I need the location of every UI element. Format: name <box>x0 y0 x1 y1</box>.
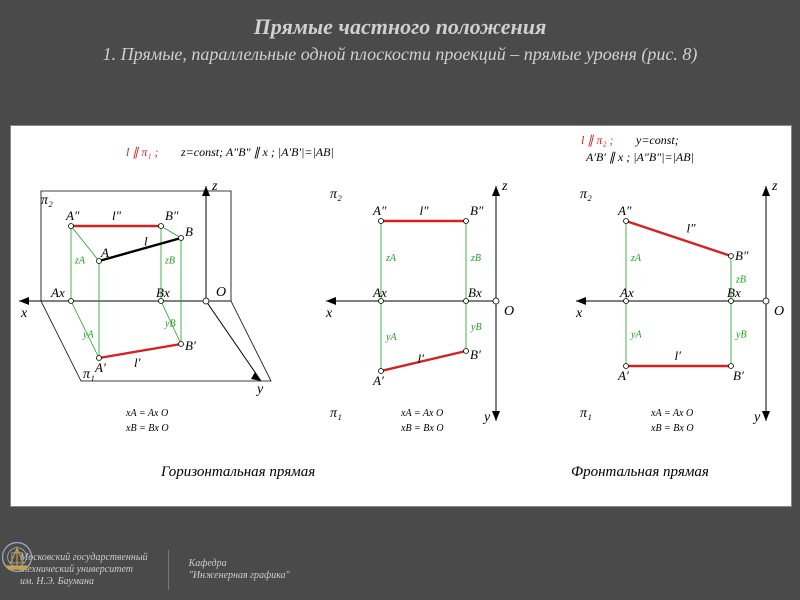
dept-line2: "Инженерная графика" <box>189 570 290 582</box>
svg-text:xB = Bx O: xB = Bx O <box>650 423 694 434</box>
svg-text:zA: zA <box>630 253 642 264</box>
title-sub: 1. Прямые, параллельные одной плоскости … <box>30 44 770 65</box>
svg-text:O: O <box>216 285 226 300</box>
footer-sep <box>168 550 169 590</box>
svg-text:x: x <box>20 306 28 321</box>
svg-text:Ax: Ax <box>50 285 65 300</box>
svg-text:A: A <box>100 245 109 260</box>
svg-text:l: l <box>144 234 148 249</box>
svg-text:y=const;: y=const; <box>635 133 679 147</box>
svg-text:l′: l′ <box>675 348 682 363</box>
footer-dept: Кафедра "Инженерная графика" <box>189 558 290 582</box>
svg-text:l ∥ π₂ ;: l ∥ π₂ ; <box>581 133 614 147</box>
svg-text:Bx: Bx <box>727 285 741 300</box>
svg-text:yB: yB <box>735 330 747 341</box>
svg-text:l″: l″ <box>112 208 122 223</box>
svg-text:x: x <box>575 306 583 321</box>
svg-text:yB: yB <box>164 319 176 330</box>
svg-text:Горизонтальная прямая: Горизонтальная прямая <box>160 464 315 480</box>
svg-text:z: z <box>211 179 218 194</box>
dept-line1: Кафедра <box>189 558 290 570</box>
svg-text:O: O <box>504 304 514 319</box>
svg-text:π₁: π₁ <box>580 406 592 421</box>
svg-text:xA = Ax O: xA = Ax O <box>400 408 443 419</box>
svg-text:Фронтальная прямая: Фронтальная прямая <box>571 464 709 480</box>
svg-text:zB: zB <box>470 253 481 264</box>
svg-text:A′: A′ <box>94 360 106 375</box>
svg-text:zA: zA <box>385 253 397 264</box>
svg-text:B″: B″ <box>470 203 484 218</box>
svg-text:xA = Ax O: xA = Ax O <box>650 408 693 419</box>
svg-text:A′: A′ <box>617 368 629 383</box>
svg-text:xA = Ax O: xA = Ax O <box>125 408 168 419</box>
svg-text:l″: l″ <box>420 203 430 218</box>
diagram-svg: l ∥ π₁ ; z=const; A″B″ ∥ x ; |A′B′|=|AB| l… <box>11 126 791 506</box>
svg-text:yA: yA <box>385 332 397 343</box>
svg-text:l′: l′ <box>418 351 425 366</box>
svg-text:xB = Bx O: xB = Bx O <box>400 423 444 434</box>
svg-text:B″: B″ <box>735 248 749 263</box>
svg-text:yA: yA <box>82 330 94 341</box>
diagram-panel: l ∥ π₁ ; z=const; A″B″ ∥ x ; |A′B′|=|AB| l… <box>10 125 792 507</box>
ship-icon <box>0 540 34 574</box>
svg-text:zB: zB <box>735 275 746 286</box>
svg-text:zB: zB <box>164 256 175 267</box>
svg-text:A″: A″ <box>65 208 80 223</box>
svg-text:B′: B′ <box>185 338 196 353</box>
footer-university: Московский государственный технический у… <box>20 552 148 588</box>
svg-text:π₂: π₂ <box>41 193 53 208</box>
svg-text:π₁: π₁ <box>330 406 342 421</box>
svg-text:Ax: Ax <box>619 285 634 300</box>
uni-line2: технический университет <box>20 564 148 576</box>
svg-text:z: z <box>501 179 508 194</box>
svg-text:yB: yB <box>470 322 482 333</box>
svg-text:Ax: Ax <box>372 285 387 300</box>
svg-text:l′: l′ <box>134 355 141 370</box>
svg-text:Bx: Bx <box>468 285 482 300</box>
svg-text:B′: B′ <box>470 347 481 362</box>
title-main: Прямые частного положения <box>30 14 770 40</box>
uni-line3: им. Н.Э. Баумана <box>20 576 148 588</box>
svg-text:y: y <box>255 382 264 397</box>
svg-text:A″: A″ <box>372 203 387 218</box>
svg-text:π₁: π₁ <box>83 367 95 382</box>
svg-text:yA: yA <box>630 330 642 341</box>
svg-text:l″: l″ <box>687 221 697 236</box>
svg-text:O: O <box>774 304 784 319</box>
svg-text:x: x <box>325 306 333 321</box>
svg-text:A′B′ ∥ x ; |A″B″|=|AB|: A′B′ ∥ x ; |A″B″|=|AB| <box>585 150 694 164</box>
slide-title: Прямые частного положения 1. Прямые, пар… <box>0 0 800 73</box>
svg-text:xB = Bx O: xB = Bx O <box>125 423 169 434</box>
svg-text:Bx: Bx <box>156 285 170 300</box>
svg-text:y: y <box>482 410 491 425</box>
svg-text:π₂: π₂ <box>330 187 342 202</box>
uni-line1: Московский государственный <box>20 552 148 564</box>
svg-text:B″: B″ <box>165 208 179 223</box>
footer: Московский государственный технический у… <box>0 540 800 600</box>
svg-text:A′: A′ <box>372 373 384 388</box>
svg-text:z: z <box>771 179 778 194</box>
svg-text:l ∥ π₁ ;: l ∥ π₁ ; <box>126 145 159 159</box>
svg-text:z=const; A″B″ ∥ x ; |A′B′|: z=const; A″B″ ∥ x ; |A′B′|=|AB| <box>180 145 334 159</box>
svg-text:B: B <box>185 224 193 239</box>
svg-text:y: y <box>752 410 761 425</box>
svg-text:A″: A″ <box>617 203 632 218</box>
svg-text:B′: B′ <box>733 368 744 383</box>
svg-text:zA: zA <box>74 256 86 267</box>
svg-text:π₂: π₂ <box>580 187 592 202</box>
